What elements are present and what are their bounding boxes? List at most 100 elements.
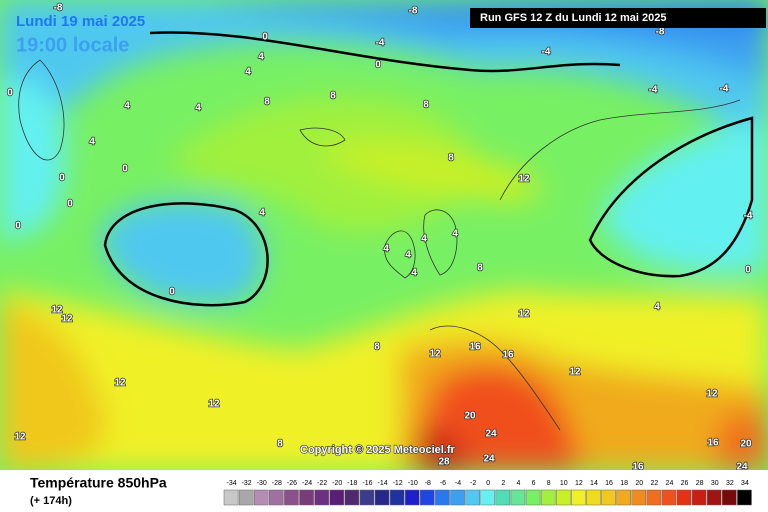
contour-label: 12 — [706, 389, 718, 400]
legend-label: -14 — [377, 480, 387, 487]
contour-label: 0 — [375, 60, 381, 71]
contour-label: -4 — [542, 47, 551, 58]
contour-label: 0 — [15, 221, 21, 232]
contour-label: 24 — [736, 462, 748, 473]
legend-label: 2 — [501, 480, 505, 487]
legend-swatch — [495, 489, 511, 506]
run-box — [470, 8, 766, 28]
legend-swatch — [691, 489, 707, 506]
legend-swatch — [540, 489, 556, 506]
contour-label: 0 — [745, 265, 751, 276]
contour-label: -4 — [649, 85, 658, 96]
legend-label: -28 — [272, 480, 282, 487]
contour-label: 4 — [411, 268, 417, 279]
legend-label: 20 — [635, 480, 643, 487]
contour-label: 12 — [114, 378, 126, 389]
contour-label: 12 — [14, 432, 26, 443]
contour-label: 12 — [429, 349, 441, 360]
legend-label: 22 — [650, 480, 658, 487]
contour-label: 0 — [59, 173, 65, 184]
coastlines — [18, 59, 741, 431]
legend-swatch — [374, 489, 390, 506]
contour-label: 8 — [448, 153, 454, 164]
contour-label: 8 — [423, 100, 429, 111]
legend-swatch — [601, 489, 616, 506]
contour-label: 0 — [7, 88, 13, 99]
contour-label: 4 — [245, 67, 251, 78]
legend-swatch — [737, 489, 752, 506]
legend-label: -30 — [257, 480, 267, 487]
contour-label: 4 — [421, 234, 427, 245]
valid-time: 19:00 locale — [16, 34, 129, 56]
contour-label: 0 — [122, 164, 128, 175]
legend-swatch — [284, 489, 299, 506]
legend-swatch — [676, 489, 692, 506]
contour-label: 20 — [740, 439, 752, 450]
legend-label: 34 — [741, 480, 749, 487]
contour-label: 4 — [89, 137, 95, 148]
legend-label: -26 — [287, 480, 297, 487]
legend-label: -22 — [317, 480, 327, 487]
legend-label: -12 — [393, 480, 403, 487]
contour-label: 12 — [51, 305, 63, 316]
legend-swatch — [646, 489, 662, 506]
contour-label: 4 — [405, 250, 411, 261]
contour-label: 12 — [518, 174, 530, 185]
legend-swatch — [555, 489, 571, 506]
legend-swatch — [223, 489, 239, 506]
legend-swatch — [253, 489, 269, 506]
contour-label: -8 — [409, 6, 418, 17]
copyright: Copyright © 2025 Meteociel.fr — [300, 444, 456, 456]
legend-swatch — [359, 489, 375, 506]
contour-label: 8 — [264, 97, 270, 108]
footer-lead: (+ 174h) — [30, 495, 72, 507]
legend-swatch — [571, 489, 586, 506]
legend-label: -24 — [302, 480, 312, 487]
contour-label: 24 — [485, 429, 497, 440]
contour-label: 16 — [469, 342, 481, 353]
legend-label: -2 — [470, 480, 476, 487]
contour-label: 12 — [61, 314, 73, 325]
legend-label: 8 — [547, 480, 551, 487]
legend-label: -6 — [440, 480, 446, 487]
valid-date: Lundi 19 mai 2025 — [16, 13, 145, 30]
legend-swatch — [661, 489, 677, 506]
contour-label: 12 — [208, 399, 220, 410]
legend-label: 12 — [575, 480, 583, 487]
legend-swatch — [450, 489, 465, 506]
legend-label: 16 — [605, 480, 613, 487]
contour-label: -4 — [720, 84, 729, 95]
legend-label: -32 — [242, 480, 252, 487]
legend-label: 26 — [681, 480, 689, 487]
legend-label: 10 — [560, 480, 568, 487]
legend-swatch — [525, 489, 541, 506]
contour-label: 0 — [67, 199, 73, 210]
legend-label: -10 — [408, 480, 418, 487]
legend-swatch — [586, 489, 601, 506]
contour-label: -4 — [744, 211, 753, 222]
footer-title: Température 850hPa — [30, 475, 167, 491]
legend-label: 18 — [620, 480, 628, 487]
contour-label: 12 — [518, 309, 530, 320]
legend-label: 4 — [516, 480, 520, 487]
contour-label: 4 — [259, 208, 265, 219]
legend-swatch — [314, 489, 329, 506]
legend-swatch — [269, 489, 284, 506]
zero-isotherm — [103, 31, 754, 307]
legend-swatch — [631, 489, 647, 506]
contour-label: 8 — [330, 91, 336, 102]
contour-label: -8 — [656, 27, 665, 38]
contour-label: 16 — [707, 438, 719, 449]
contour-label: 4 — [258, 52, 264, 63]
legend-label: -8 — [425, 480, 431, 487]
legend-label: -18 — [347, 480, 357, 487]
contour-label: 24 — [483, 454, 495, 465]
contour-label: 4 — [383, 244, 389, 255]
legend-swatch — [329, 489, 345, 506]
legend-swatch — [510, 489, 526, 506]
legend-label: 14 — [590, 480, 598, 487]
legend-label: -20 — [332, 480, 342, 487]
